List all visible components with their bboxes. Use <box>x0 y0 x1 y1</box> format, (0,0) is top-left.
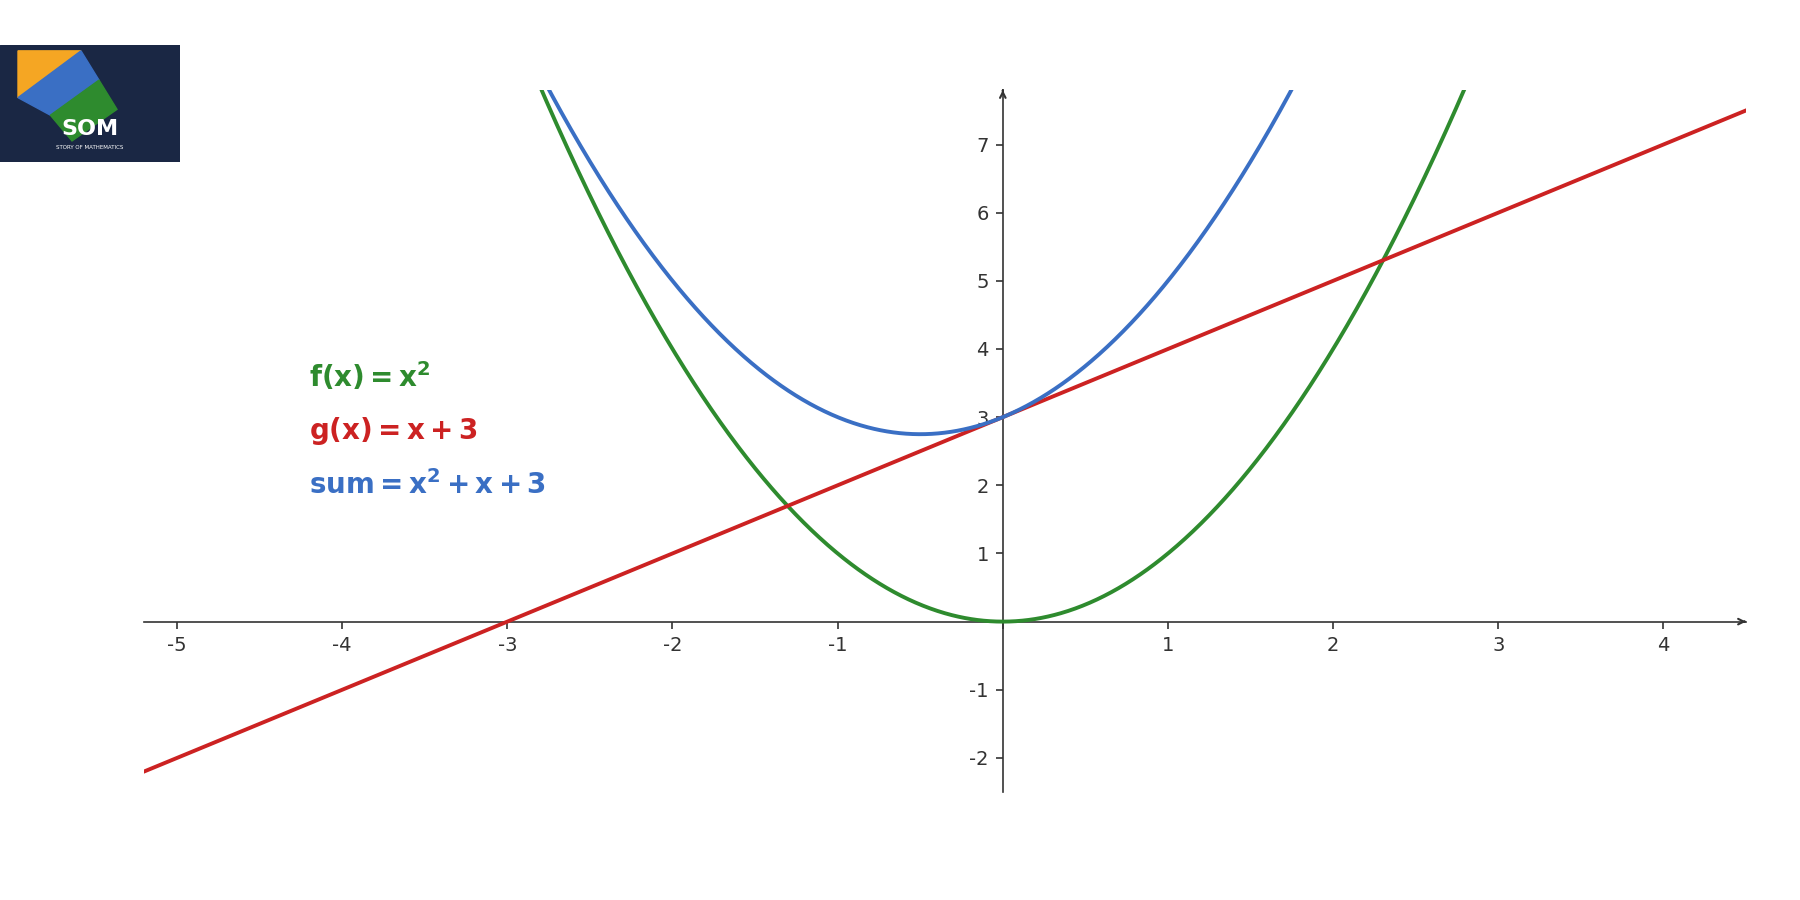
Text: $\mathbf{sum = x^2 + x + 3}$: $\mathbf{sum = x^2 + x + 3}$ <box>310 471 545 500</box>
Text: STORY OF MATHEMATICS: STORY OF MATHEMATICS <box>56 146 124 150</box>
Text: $\mathbf{g(x) = x + 3}$: $\mathbf{g(x) = x + 3}$ <box>310 415 477 446</box>
Polygon shape <box>18 50 81 97</box>
Text: $\mathbf{f(x) = x^2}$: $\mathbf{f(x) = x^2}$ <box>310 360 430 392</box>
Text: SOM: SOM <box>61 119 119 140</box>
Polygon shape <box>18 50 99 115</box>
Polygon shape <box>50 80 117 141</box>
